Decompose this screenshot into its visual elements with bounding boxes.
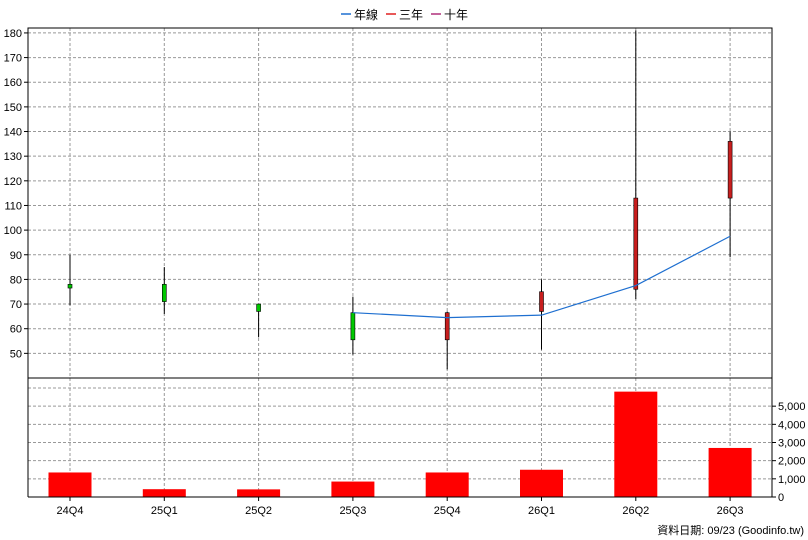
price-tick-label: 80 [10,274,22,286]
legend-label-1: 三年 [399,8,423,22]
volume-bar [520,469,563,497]
price-tick-label: 180 [4,28,22,40]
x-tick-label: 25Q2 [245,505,272,517]
candle-body [539,291,544,312]
volume-bar [425,472,469,497]
price-tick-label: 110 [4,200,22,212]
legend-label-0: 年線 [354,7,378,22]
x-tick-label: 25Q3 [339,505,366,517]
price-tick-label: 140 [4,127,22,139]
volume-bar [614,391,658,497]
price-tick-label: 60 [10,324,22,336]
volume-bar [331,481,375,497]
candle-body [350,312,356,341]
volume-tick-label: 0 [778,492,784,504]
volume-bar [48,472,92,497]
candle-body [67,284,73,289]
chart-legend: 年線 三年 十年 [341,7,468,22]
price-frame [27,27,773,379]
x-tick-label: 24Q4 [57,505,84,517]
price-tick-label: 130 [4,151,22,163]
volume-bar [142,489,186,497]
candle-body [727,141,733,199]
x-tick-label: 25Q1 [151,505,178,517]
x-tick-label: 25Q4 [434,505,461,517]
series-line-0 [352,235,731,319]
price-tick-label: 100 [4,225,22,237]
candle-body [162,284,167,302]
candle-body [444,312,450,341]
price-tick-label: 160 [4,77,22,89]
x-axis: 24Q4 25Q1 25Q2 25Q3 25Q4 26Q1 26Q2 26Q3 [57,497,744,517]
x-tick-label: 26Q1 [528,505,555,517]
volume-tick-label: 5,000 [778,401,806,413]
x-tick-label: 26Q3 [717,505,744,517]
price-tick-label: 150 [4,102,22,114]
price-tick-label: 90 [10,250,22,262]
volume-panel: 0 1,000 2,000 3,000 4,000 5,000 [27,378,806,504]
price-tick-label: 170 [4,53,22,65]
price-tick-label: 120 [4,176,22,188]
candle-body [256,303,261,312]
legend-label-2: 十年 [444,8,468,22]
volume-bar [708,447,752,497]
volume-tick-label: 4,000 [778,419,806,431]
source-note: 資料日期: 09/23 (Goodinfo.tw) [657,525,804,537]
price-tick-label: 50 [10,348,22,360]
x-tick-label: 26Q2 [622,505,649,517]
price-panel: 50 60 70 80 90 100 110 120 130 140 150 160 170 180 [4,27,773,497]
volume-tick-label: 2,000 [778,456,806,468]
volume-bar [237,489,281,497]
volume-tick-label: 3,000 [778,438,806,450]
volume-tick-label: 1,000 [778,474,806,486]
price-tick-label: 70 [10,299,22,311]
candle-body [633,197,639,290]
